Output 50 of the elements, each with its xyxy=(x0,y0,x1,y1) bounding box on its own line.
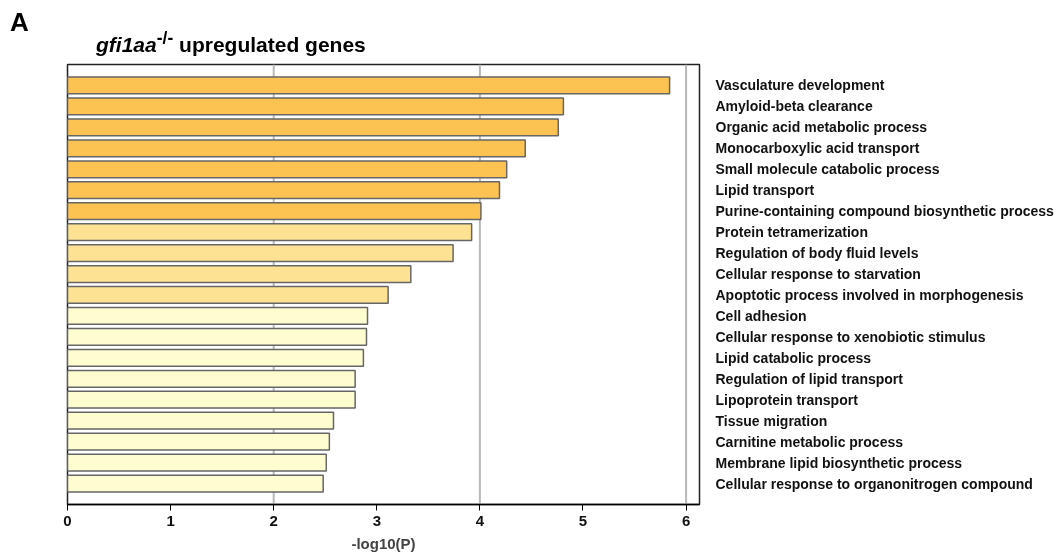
y-tick-label: Carnitine metabolic process xyxy=(715,433,904,450)
bar xyxy=(67,118,559,137)
y-tick-label: Cell adhesion xyxy=(715,307,807,324)
bar xyxy=(67,285,389,305)
y-tick-label: Organic acid metabolic process xyxy=(715,119,928,136)
y-tick-label: Protein tetramerization xyxy=(715,224,868,241)
y-tick-label: Cellular response to starvation xyxy=(715,266,921,283)
y-tick-label: Vasculature development xyxy=(715,77,885,94)
y-tick-label: Cellular response to xenobiotic stimulus xyxy=(715,328,986,345)
chart-title: gfi1aa$^{-/-}$ upregulated genes xyxy=(96,27,366,58)
bar xyxy=(67,327,368,347)
y-tick-label: Small molecule catabolic process xyxy=(715,161,940,178)
y-tick-label: Monocarboxylic acid transport xyxy=(715,140,920,157)
y-tick-label: Regulation of body fluid levels xyxy=(715,245,919,262)
x-tick-label: 2 xyxy=(269,511,278,529)
bar xyxy=(67,369,356,388)
bar xyxy=(67,202,482,221)
bar xyxy=(67,160,508,179)
y-tick-label: Tissue migration xyxy=(715,412,828,429)
y-tick-label: Amyloid-beta clearance xyxy=(715,98,873,115)
bar xyxy=(67,222,473,242)
bar xyxy=(67,474,324,493)
bar xyxy=(67,97,565,116)
y-tick-label: Membrane lipid biosynthetic process xyxy=(715,454,963,471)
y-tick-label: Cellular response to organonitrogen compound xyxy=(715,475,1033,492)
x-tick-label: 0 xyxy=(63,511,72,529)
x-tick-label: 3 xyxy=(372,511,381,529)
bar xyxy=(67,139,527,158)
x-tick-label: 4 xyxy=(475,511,485,529)
bar xyxy=(67,306,369,326)
bar xyxy=(67,243,454,263)
y-tick-label: Apoptotic process involved in morphogenesis xyxy=(715,286,1024,303)
x-tick-label: 6 xyxy=(681,511,691,529)
bar xyxy=(67,76,671,95)
x-tick-label: 5 xyxy=(578,511,588,529)
bar xyxy=(67,432,331,451)
y-tick-label: Lipoprotein transport xyxy=(715,391,859,408)
y-tick-label: Lipid catabolic process xyxy=(715,349,872,366)
bar xyxy=(67,411,335,430)
y-tick-label: Regulation of lipid transport xyxy=(715,370,904,387)
text: A xyxy=(10,6,29,39)
bar xyxy=(67,348,365,367)
y-tick-label: Purine-containing compound biosynthetic process xyxy=(715,203,1055,220)
x-axis-title: -log10(P) xyxy=(351,534,416,552)
x-tick-label: 1 xyxy=(166,511,175,529)
bar xyxy=(67,453,328,472)
bar xyxy=(67,181,501,200)
y-tick-label: Lipid transport xyxy=(715,182,815,199)
bar xyxy=(67,264,412,284)
bar xyxy=(67,390,356,409)
